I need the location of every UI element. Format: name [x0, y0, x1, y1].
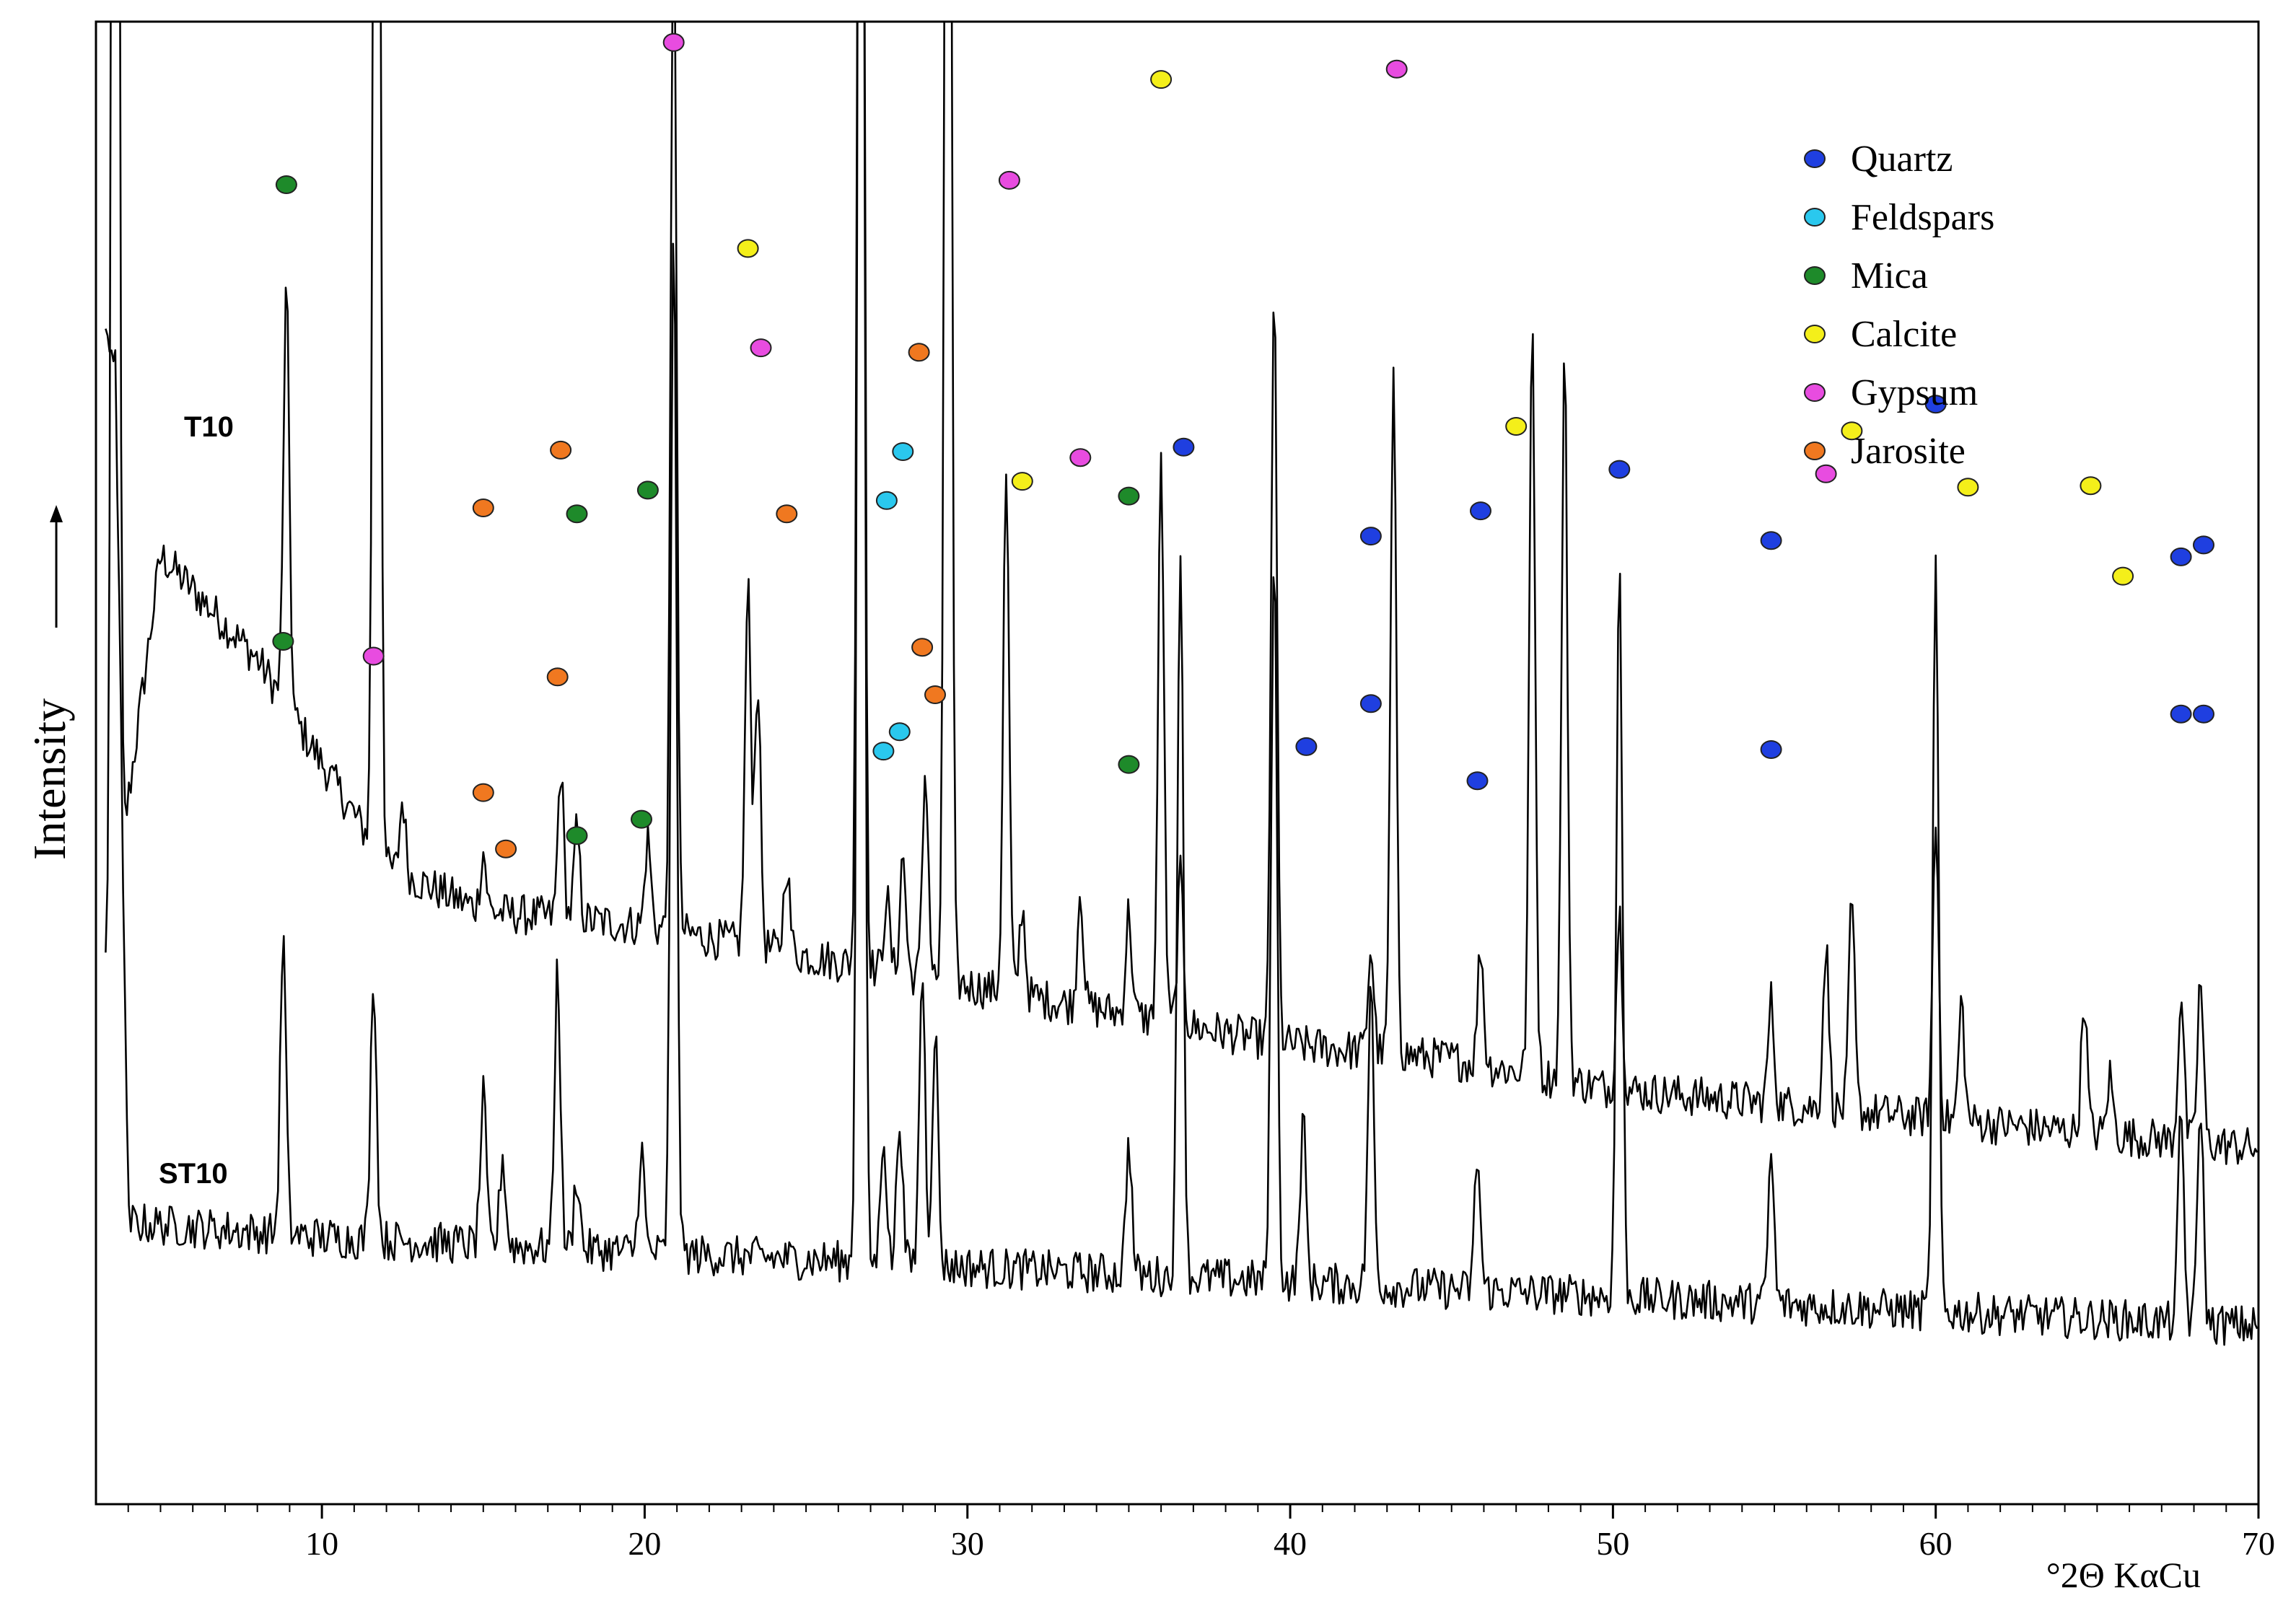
y-axis-title: Intensity — [24, 698, 75, 860]
marker-quartz — [1359, 694, 1382, 713]
traces — [105, 22, 2258, 1346]
x-tick-label: 70 — [2242, 1525, 2275, 1562]
marker-calcite — [1505, 417, 1528, 436]
marker-quartz — [2193, 535, 2214, 555]
marker-mica — [272, 632, 294, 651]
legend-marker-calcite — [1804, 325, 1826, 343]
marker-quartz — [1760, 740, 1782, 759]
marker-gypsum — [362, 646, 385, 666]
x-tick-label: 10 — [305, 1525, 338, 1562]
marker-quartz — [2193, 704, 2214, 724]
marker-quartz — [1608, 460, 1631, 479]
marker-feldspars — [892, 442, 914, 461]
legend-label-mica: Mica — [1851, 255, 1928, 297]
marker-jarosite — [472, 499, 494, 517]
marker-gypsum — [1069, 448, 1092, 467]
marker-mica — [566, 826, 588, 846]
marker-calcite — [1522, 0, 1543, 15]
marker-quartz — [1466, 771, 1489, 791]
marker-feldspars — [872, 742, 895, 761]
marker-mica — [1118, 755, 1140, 774]
x-tick-label: 40 — [1274, 1525, 1307, 1562]
marker-quartz — [2170, 704, 2192, 724]
legend-marker-quartz — [1804, 149, 1826, 168]
marker-quartz — [1173, 437, 1195, 457]
y-axis-label: Intensity — [24, 698, 75, 860]
legend-label-jarosite: Jarosite — [1851, 431, 1966, 472]
marker-calcite — [737, 239, 759, 258]
marker-jarosite — [546, 667, 569, 687]
marker-mica — [1118, 486, 1140, 506]
marker-calcite — [1957, 478, 1979, 497]
trace-st10 — [105, 22, 2258, 1346]
legend-label-feldspars: Feldspars — [1851, 197, 1994, 238]
plot-frame — [95, 20, 2260, 1506]
trace-t10 — [105, 22, 2258, 1165]
y-axis-arrow — [50, 505, 63, 628]
marker-jarosite — [924, 685, 946, 704]
legend-marker-feldspars — [1804, 208, 1826, 227]
legend-marker-gypsum — [1804, 383, 1826, 402]
sample-labels: T10 ST10 — [159, 411, 234, 1190]
phase-markers — [272, 0, 2214, 858]
marker-gypsum — [750, 338, 772, 358]
sample-label-st10: ST10 — [159, 1158, 228, 1190]
marker-quartz — [1924, 395, 1947, 414]
marker-gypsum — [662, 32, 685, 52]
marker-quartz — [1295, 737, 1318, 756]
marker-jarosite — [550, 440, 572, 460]
legend-label-gypsum: Gypsum — [1851, 372, 1978, 413]
marker-gypsum — [998, 170, 1020, 190]
marker-feldspars — [888, 722, 911, 742]
marker-mica — [631, 809, 652, 829]
legend-marker-jarosite — [1804, 442, 1826, 460]
marker-quartz — [2170, 547, 2192, 566]
marker-quartz — [1359, 527, 1382, 546]
marker-feldspars — [875, 491, 898, 510]
marker-calcite — [2080, 476, 2102, 496]
marker-jarosite — [908, 343, 930, 362]
marker-quartz — [664, 0, 684, 8]
x-tick-label: 20 — [628, 1525, 661, 1562]
marker-mica — [636, 480, 659, 500]
legend: Quartz Feldspars Mica Calcite Gypsum Jarosite — [1804, 139, 1994, 472]
marker-jarosite — [472, 783, 494, 802]
legend-label-calcite: Calcite — [1851, 314, 1957, 355]
x-axis: 10 20 30 40 50 60 70 — [127, 1504, 2275, 1562]
marker-gypsum — [1815, 464, 1837, 483]
x-tick-label: 50 — [1596, 1525, 1629, 1562]
marker-calcite — [1011, 472, 1033, 491]
marker-jarosite — [776, 504, 798, 524]
marker-calcite — [1150, 70, 1173, 89]
marker-mica — [566, 504, 588, 524]
sample-label-t10: T10 — [184, 411, 234, 443]
marker-jarosite — [495, 839, 517, 858]
x-tick-label: 60 — [1919, 1525, 1953, 1562]
legend-label-quartz: Quartz — [1851, 139, 1953, 180]
marker-calcite — [2112, 566, 2134, 586]
marker-quartz — [1760, 531, 1782, 550]
x-tick-label: 30 — [951, 1525, 984, 1562]
marker-quartz — [1470, 501, 1491, 521]
marker-gypsum — [1385, 59, 1408, 79]
marker-mica — [275, 175, 297, 194]
marker-calcite — [1554, 3, 1574, 20]
x-axis-label: °2Θ KαCu — [2046, 1555, 2201, 1595]
legend-marker-mica — [1804, 266, 1826, 285]
marker-calcite — [1841, 421, 1863, 441]
marker-jarosite — [911, 638, 934, 657]
